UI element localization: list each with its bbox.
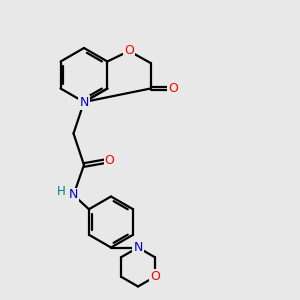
Text: O: O (105, 154, 114, 167)
Text: O: O (150, 270, 160, 283)
Text: O: O (168, 82, 178, 95)
Text: N: N (79, 95, 89, 109)
Text: N: N (69, 188, 78, 202)
Text: H: H (56, 185, 65, 198)
Text: O: O (124, 44, 134, 58)
Text: N: N (133, 241, 143, 254)
